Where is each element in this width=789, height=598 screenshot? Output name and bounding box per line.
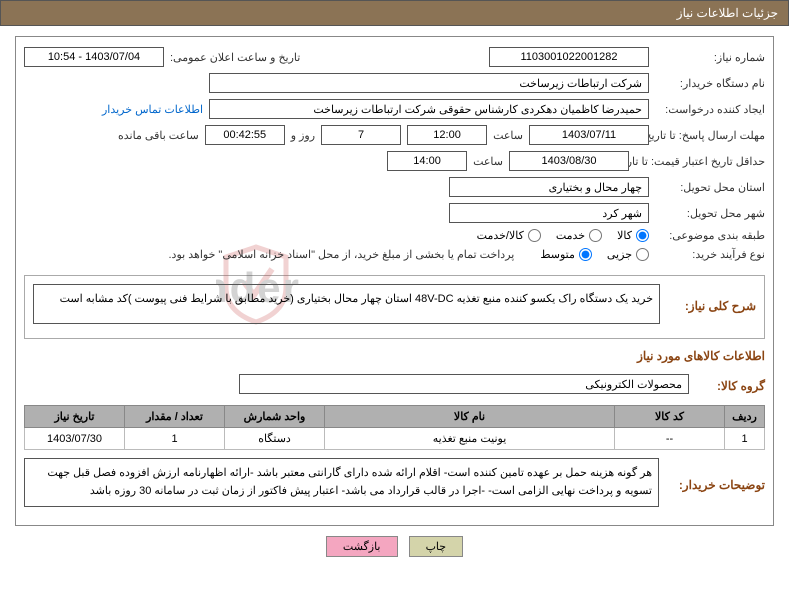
button-bar: چاپ بازگشت: [0, 536, 789, 557]
days-remain-field: 7: [321, 125, 401, 145]
deadline-label: مهلت ارسال پاسخ: تا تاریخ:: [655, 129, 765, 142]
province-field: چهار محال و بختیاری: [449, 177, 649, 197]
process-label: نوع فرآیند خرید:: [655, 248, 765, 261]
group-field: محصولات الکترونیکی: [239, 374, 689, 394]
radio-both-input[interactable]: [528, 229, 541, 242]
province-label: استان محل تحویل:: [655, 181, 765, 194]
category-radio-group: کالا خدمت کالا/خدمت: [477, 229, 649, 242]
print-button[interactable]: چاپ: [409, 536, 464, 557]
time-remain-field: 00:42:55: [205, 125, 285, 145]
radio-partial[interactable]: جزیی: [607, 248, 649, 261]
validity-time-field: 14:00: [387, 151, 467, 171]
description-wrap: شرح کلی نیاز: خرید یک دستگاه راک یکسو کن…: [24, 275, 765, 339]
hour-label-1: ساعت: [493, 129, 523, 142]
creator-label: ایجاد کننده درخواست:: [655, 103, 765, 116]
radio-both[interactable]: کالا/خدمت: [477, 229, 541, 242]
cell-idx: 1: [725, 428, 765, 450]
col-qty: تعداد / مقدار: [125, 406, 225, 428]
radio-service[interactable]: خدمت: [556, 229, 602, 242]
buyer-org-label: نام دستگاه خریدار:: [655, 77, 765, 90]
city-field: شهر کرد: [449, 203, 649, 223]
radio-partial-input[interactable]: [636, 248, 649, 261]
col-date: تاریخ نیاز: [25, 406, 125, 428]
items-section-title: اطلاعات کالاهای مورد نیاز: [24, 349, 765, 363]
desc-title-label: شرح کلی نیاز:: [666, 299, 756, 313]
buyer-contact-link[interactable]: اطلاعات تماس خریدار: [102, 103, 203, 116]
buyer-notes-label: توضیحات خریدار:: [665, 468, 765, 492]
remain-label: ساعت باقی مانده: [118, 129, 199, 142]
table-header-row: ردیف کد کالا نام کالا واحد شمارش تعداد /…: [25, 406, 765, 428]
radio-medium[interactable]: متوسط: [540, 248, 592, 261]
col-unit: واحد شمارش: [225, 406, 325, 428]
items-table: ردیف کد کالا نام کالا واحد شمارش تعداد /…: [24, 405, 765, 450]
buyer-notes-text: هر گونه هزینه حمل بر عهده تامین کننده اس…: [24, 458, 659, 507]
page-header: جزئیات اطلاعات نیاز: [0, 0, 789, 26]
radio-medium-input[interactable]: [579, 248, 592, 261]
days-label: روز و: [291, 129, 315, 142]
need-number-label: شماره نیاز:: [655, 51, 765, 64]
cell-date: 1403/07/30: [25, 428, 125, 450]
process-radio-group: جزیی متوسط: [540, 248, 649, 261]
deadline-time-field: 12:00: [407, 125, 487, 145]
cell-code: --: [615, 428, 725, 450]
creator-field: حمیدرضا کاظمیان دهکردی کارشناس حقوقی شرک…: [209, 99, 649, 119]
col-code: کد کالا: [615, 406, 725, 428]
cell-qty: 1: [125, 428, 225, 450]
radio-goods-input[interactable]: [636, 229, 649, 242]
hour-label-2: ساعت: [473, 155, 503, 168]
process-note: پرداخت تمام یا بخشی از مبلغ خرید، از محل…: [169, 248, 515, 261]
need-number-field: 1103001022001282: [489, 47, 649, 67]
radio-goods[interactable]: کالا: [617, 229, 649, 242]
col-row: ردیف: [725, 406, 765, 428]
desc-text: خرید یک دستگاه راک یکسو کننده منبع تغذیه…: [33, 284, 660, 324]
validity-label: حداقل تاریخ اعتبار قیمت: تا تاریخ:: [635, 155, 765, 168]
cell-unit: دستگاه: [225, 428, 325, 450]
category-label: طبقه بندی موضوعی:: [655, 229, 765, 242]
announce-field: 1403/07/04 - 10:54: [24, 47, 164, 67]
cell-name: یونیت منبع تغذیه: [325, 428, 615, 450]
city-label: شهر محل تحویل:: [655, 207, 765, 220]
back-button[interactable]: بازگشت: [326, 536, 398, 557]
table-row: 1 -- یونیت منبع تغذیه دستگاه 1 1403/07/3…: [25, 428, 765, 450]
buyer-org-field: شرکت ارتباطات زیرساخت: [209, 73, 649, 93]
page-title: جزئیات اطلاعات نیاز: [677, 6, 778, 20]
radio-service-input[interactable]: [589, 229, 602, 242]
col-name: نام کالا: [325, 406, 615, 428]
group-label: گروه کالا:: [695, 379, 765, 393]
validity-date-field: 1403/08/30: [509, 151, 629, 171]
deadline-date-field: 1403/07/11: [529, 125, 649, 145]
announce-label: تاریخ و ساعت اعلان عمومی:: [170, 51, 300, 64]
main-panel: in a lender شماره نیاز: 1103001022001282…: [15, 36, 774, 526]
